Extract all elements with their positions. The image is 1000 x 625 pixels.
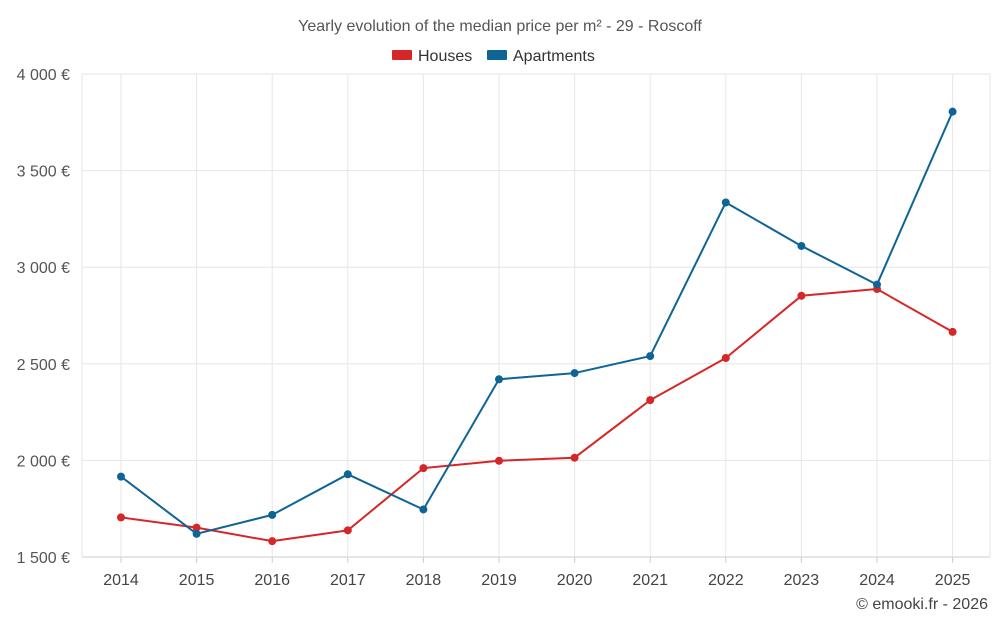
data-point-apartments[interactable] — [873, 280, 881, 289]
x-tick-label: 2014 — [103, 572, 139, 589]
data-point-apartments[interactable] — [268, 510, 277, 519]
data-point-apartments[interactable] — [117, 472, 125, 481]
chart-title: Yearly evolution of the median price per… — [298, 18, 702, 35]
legend-label-houses[interactable]: Houses — [418, 48, 472, 65]
x-tick-label: 2015 — [179, 572, 215, 589]
legend-swatch-houses — [392, 50, 412, 60]
x-tick-label: 2019 — [481, 572, 517, 589]
data-point-apartments[interactable] — [948, 107, 957, 116]
x-tick-label: 2024 — [859, 572, 895, 589]
x-tick-label: 2025 — [935, 572, 971, 589]
y-tick-label: 3 500 € — [17, 164, 70, 181]
y-tick-label: 4 000 € — [17, 67, 70, 84]
y-tick-label: 1 500 € — [17, 550, 70, 567]
data-point-houses[interactable] — [495, 456, 503, 465]
data-point-apartments[interactable] — [646, 352, 655, 361]
x-tick-label: 2017 — [330, 572, 366, 589]
data-point-houses[interactable] — [797, 291, 806, 300]
data-point-houses[interactable] — [343, 526, 352, 535]
data-point-apartments[interactable] — [721, 198, 730, 207]
legend-label-apartments[interactable]: Apartments — [513, 48, 595, 65]
grid — [81, 73, 991, 563]
copyright-credit: © emooki.fr - 2026 — [856, 596, 988, 613]
data-point-apartments[interactable] — [495, 375, 503, 384]
chart-legend: Houses Apartments — [392, 48, 595, 65]
data-point-houses[interactable] — [646, 396, 655, 405]
series-line-apartments — [120, 111, 954, 535]
legend-swatch-apartments — [487, 50, 507, 60]
data-point-houses[interactable] — [948, 327, 957, 336]
data-point-houses[interactable] — [268, 537, 277, 546]
x-tick-label: 2021 — [632, 572, 668, 589]
x-tick-label: 2023 — [784, 572, 820, 589]
data-point-apartments[interactable] — [343, 470, 352, 479]
data-point-apartments[interactable] — [797, 241, 806, 250]
data-point-houses[interactable] — [570, 453, 579, 462]
series-line-houses — [120, 288, 954, 543]
y-tick-label: 2 000 € — [17, 453, 70, 470]
x-axis-ticks: 2014 2015 2016 2017 2018 2019 2020 2021 2022 2023… — [103, 572, 970, 589]
data-point-apartments[interactable] — [192, 529, 201, 538]
data-point-houses[interactable] — [192, 523, 201, 532]
data-point-apartments[interactable] — [419, 505, 428, 514]
y-tick-label: 2 500 € — [17, 357, 70, 374]
data-point-apartments[interactable] — [570, 369, 579, 378]
data-point-houses[interactable] — [721, 354, 730, 363]
x-tick-label: 2020 — [557, 572, 593, 589]
y-axis-ticks: 1 500 € 2 000 € 2 500 € 3 000 € 3 500 € 4 000… — [17, 67, 70, 567]
data-point-houses[interactable] — [117, 513, 125, 522]
data-point-houses[interactable] — [419, 464, 428, 473]
x-tick-label: 2018 — [406, 572, 442, 589]
x-tick-label: 2016 — [254, 572, 290, 589]
x-tick-label: 2022 — [708, 572, 744, 589]
y-tick-label: 3 000 € — [17, 260, 70, 277]
series-lines — [117, 107, 957, 546]
